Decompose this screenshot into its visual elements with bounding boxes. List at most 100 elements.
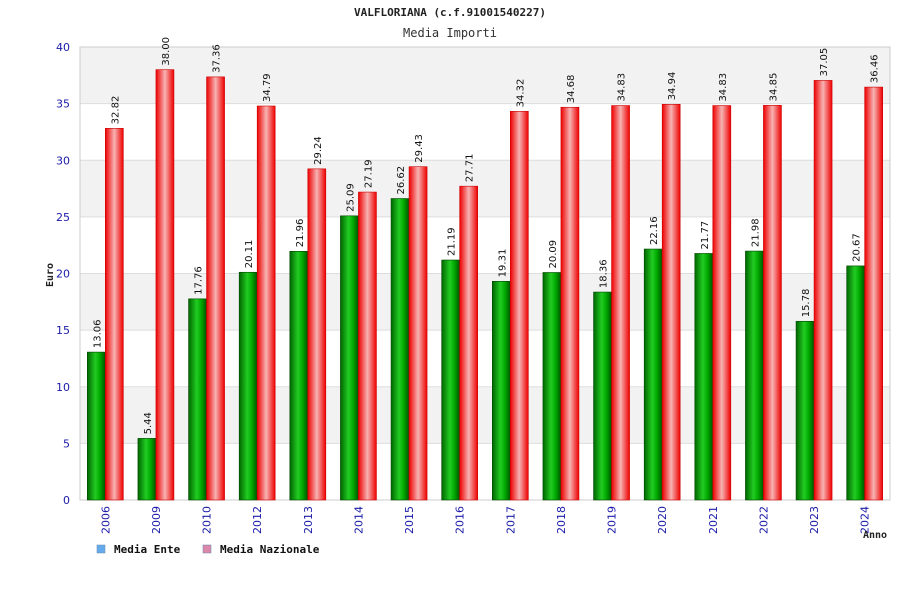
- value-label: 26.62: [396, 166, 407, 195]
- bar-media-nazionale-2019: [611, 105, 630, 501]
- legend-swatch: [96, 544, 106, 554]
- x-tick-label: 2017: [504, 506, 517, 534]
- x-tick-label: 2006: [99, 506, 112, 534]
- value-label: 34.94: [667, 72, 678, 101]
- y-tick-label: 30: [56, 154, 70, 167]
- legend-swatch: [202, 544, 212, 554]
- value-label: 34.68: [566, 75, 577, 104]
- x-tick-label: 2020: [656, 506, 669, 534]
- bar-media-nazionale-2023: [813, 80, 833, 501]
- bar-media-nazionale-2018: [560, 106, 580, 501]
- value-label: 19.31: [497, 249, 508, 278]
- value-label: 18.36: [599, 259, 610, 288]
- bar-media-ente-2023: [795, 320, 815, 501]
- value-label: 22.16: [649, 216, 660, 245]
- y-tick-label: 15: [56, 324, 70, 337]
- value-label: 21.77: [700, 221, 711, 250]
- y-axis-label: Euro: [45, 263, 56, 287]
- value-label: 15.78: [801, 289, 812, 318]
- bar-media-nazionale-2017: [510, 111, 529, 501]
- value-label: 36.46: [870, 54, 881, 83]
- bar-media-ente-2018: [542, 272, 562, 501]
- value-label: 21.96: [295, 219, 306, 248]
- x-tick-label: 2013: [302, 506, 315, 534]
- bar-media-nazionale-2012: [256, 105, 276, 501]
- x-tick-label: 2014: [352, 506, 365, 534]
- bar-media-ente-2010: [188, 298, 207, 501]
- x-tick-label: 2015: [403, 506, 416, 534]
- x-axis-ticks: 2006 2009 2010 2012 2013 2014 2015 2016 2017 2018…: [99, 506, 871, 534]
- value-label: 34.79: [262, 73, 273, 102]
- value-label: 20.67: [852, 233, 863, 262]
- y-axis-ticks: 0 5 10 15 20 25 30 35 40: [56, 41, 70, 507]
- value-label: 34.83: [617, 73, 628, 102]
- value-label: 20.11: [244, 240, 255, 269]
- bar-media-nazionale-2016: [459, 185, 478, 501]
- x-tick-label: 2019: [606, 506, 619, 534]
- y-tick-label: 5: [63, 437, 70, 450]
- x-tick-label: 2016: [454, 506, 467, 534]
- bar-media-ente-2009: [137, 438, 157, 501]
- bar-media-ente-2022: [745, 250, 764, 501]
- value-label: 21.98: [750, 218, 761, 247]
- y-tick-label: 10: [56, 381, 70, 394]
- value-labels: 13.06 32.82 5.44 38.00 17.76 37.36 20.11 34.79 2…: [92, 37, 880, 434]
- x-tick-label: 2023: [808, 506, 821, 534]
- value-label: 13.06: [92, 319, 103, 348]
- bar-media-ente-2006: [87, 351, 106, 501]
- bar-media-ente-2016: [441, 259, 460, 501]
- legend: Media Ente Media Nazionale: [96, 543, 320, 556]
- y-tick-label: 0: [63, 494, 70, 507]
- x-tick-label: 2024: [859, 506, 872, 534]
- value-label: 34.83: [718, 73, 729, 102]
- plot-border: [79, 46, 891, 501]
- bar-media-ente-2020: [643, 248, 663, 501]
- bar-media-nazionale-2013: [307, 168, 327, 501]
- bar-media-nazionale-2024: [864, 86, 883, 501]
- value-label: 17.76: [194, 266, 205, 295]
- legend-label: Media Ente: [114, 543, 181, 556]
- value-label: 32.82: [110, 96, 121, 125]
- bar-media-nazionale-2022: [763, 105, 782, 501]
- x-tick-label: 2009: [150, 506, 163, 534]
- y-tick-label: 40: [56, 41, 70, 54]
- bar-media-ente-2013: [289, 251, 309, 501]
- bar-media-nazionale-2015: [408, 166, 428, 501]
- bar-media-ente-2015: [390, 198, 410, 501]
- bar-media-ente-2014: [340, 215, 359, 501]
- bar-media-ente-2021: [694, 253, 714, 501]
- value-label: 34.32: [515, 79, 526, 108]
- value-label: 21.19: [447, 227, 458, 256]
- bars: [87, 69, 883, 501]
- value-label: 29.24: [313, 136, 324, 165]
- value-label: 5.44: [143, 412, 154, 434]
- bar-media-nazionale-2020: [661, 104, 681, 501]
- chart-title: VALFLORIANA (c.f.91001540227): [354, 6, 546, 19]
- bar-media-ente-2019: [593, 291, 612, 501]
- y-tick-label: 20: [56, 268, 70, 281]
- value-label: 27.19: [363, 159, 374, 188]
- bar-media-nazionale-2014: [358, 191, 377, 501]
- bar-media-nazionale-2009: [155, 69, 175, 501]
- x-tick-label: 2010: [201, 506, 214, 534]
- value-label: 25.09: [345, 183, 356, 212]
- bar-media-ente-2012: [238, 271, 258, 501]
- legend-label: Media Nazionale: [220, 543, 320, 556]
- bar-media-nazionale-2006: [105, 128, 124, 501]
- x-tick-label: 2018: [555, 506, 568, 534]
- x-tick-label: 2012: [251, 506, 264, 534]
- y-tick-label: 35: [56, 98, 70, 111]
- value-label: 29.43: [414, 134, 425, 163]
- value-label: 37.36: [212, 44, 223, 73]
- y-tick-label: 25: [56, 211, 70, 224]
- value-label: 37.05: [819, 48, 830, 77]
- value-label: 38.00: [161, 37, 172, 66]
- bar-media-ente-2024: [846, 265, 865, 501]
- value-label: 20.09: [548, 240, 559, 269]
- bar-media-nazionale-2010: [206, 76, 225, 501]
- bar-media-ente-2017: [492, 281, 511, 501]
- x-tick-label: 2021: [707, 506, 720, 534]
- chart-subtitle: Media Importi: [403, 26, 497, 40]
- bar-media-nazionale-2021: [712, 105, 732, 501]
